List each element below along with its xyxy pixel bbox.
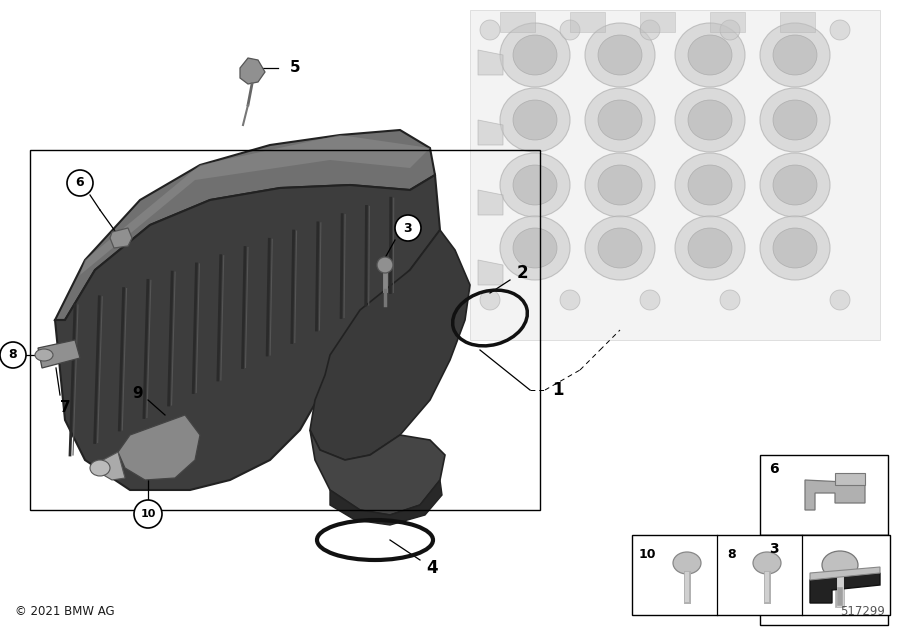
Ellipse shape	[513, 228, 557, 268]
Ellipse shape	[675, 23, 745, 87]
Ellipse shape	[480, 290, 500, 310]
Ellipse shape	[760, 23, 830, 87]
Polygon shape	[500, 12, 535, 32]
Ellipse shape	[688, 35, 732, 75]
Polygon shape	[55, 130, 435, 320]
Ellipse shape	[720, 20, 740, 40]
Ellipse shape	[598, 35, 642, 75]
Ellipse shape	[500, 153, 570, 217]
Circle shape	[67, 170, 93, 196]
Polygon shape	[38, 340, 80, 368]
Text: 1: 1	[553, 381, 563, 399]
Ellipse shape	[688, 165, 732, 205]
Ellipse shape	[675, 88, 745, 152]
Polygon shape	[80, 135, 430, 275]
Ellipse shape	[760, 153, 830, 217]
Ellipse shape	[753, 552, 781, 574]
Ellipse shape	[773, 228, 817, 268]
Polygon shape	[780, 12, 815, 32]
Ellipse shape	[377, 257, 393, 273]
Bar	[760, 455, 888, 535]
Ellipse shape	[640, 20, 660, 40]
Ellipse shape	[560, 20, 580, 40]
Ellipse shape	[673, 552, 701, 574]
Polygon shape	[478, 120, 503, 145]
Ellipse shape	[675, 153, 745, 217]
Polygon shape	[478, 50, 503, 75]
Text: 8: 8	[9, 348, 17, 362]
Ellipse shape	[500, 88, 570, 152]
Polygon shape	[710, 12, 745, 32]
Ellipse shape	[500, 23, 570, 87]
Ellipse shape	[598, 100, 642, 140]
Ellipse shape	[560, 290, 580, 310]
Ellipse shape	[822, 551, 858, 579]
Ellipse shape	[585, 153, 655, 217]
Polygon shape	[310, 430, 445, 515]
Polygon shape	[100, 452, 125, 480]
Polygon shape	[330, 480, 442, 525]
Text: 517299: 517299	[840, 605, 885, 618]
Ellipse shape	[90, 460, 110, 476]
Circle shape	[0, 342, 26, 368]
Text: 9: 9	[132, 386, 143, 401]
Text: 5: 5	[290, 60, 301, 76]
Polygon shape	[478, 190, 503, 215]
Text: 3: 3	[404, 222, 412, 234]
Ellipse shape	[773, 100, 817, 140]
Polygon shape	[570, 12, 605, 32]
Circle shape	[395, 215, 421, 241]
Text: 8: 8	[728, 549, 736, 561]
Bar	[632, 535, 890, 615]
Polygon shape	[640, 12, 675, 32]
Bar	[30, 150, 540, 510]
Ellipse shape	[585, 216, 655, 280]
Bar	[760, 535, 888, 625]
Polygon shape	[110, 228, 132, 248]
Ellipse shape	[760, 88, 830, 152]
Polygon shape	[810, 573, 880, 603]
Text: 6: 6	[770, 462, 778, 476]
Polygon shape	[55, 175, 440, 490]
Text: © 2021 BMW AG: © 2021 BMW AG	[15, 605, 114, 618]
Ellipse shape	[675, 216, 745, 280]
Ellipse shape	[773, 165, 817, 205]
Ellipse shape	[598, 228, 642, 268]
Polygon shape	[478, 260, 503, 285]
Text: 10: 10	[638, 549, 656, 561]
Ellipse shape	[830, 290, 850, 310]
Ellipse shape	[688, 228, 732, 268]
Ellipse shape	[688, 100, 732, 140]
Ellipse shape	[513, 35, 557, 75]
Ellipse shape	[760, 216, 830, 280]
Ellipse shape	[35, 349, 53, 361]
Polygon shape	[810, 567, 880, 580]
Bar	[835, 473, 865, 485]
Ellipse shape	[773, 35, 817, 75]
Circle shape	[134, 500, 162, 528]
Ellipse shape	[513, 165, 557, 205]
Ellipse shape	[585, 23, 655, 87]
Text: 4: 4	[427, 559, 437, 577]
Polygon shape	[310, 230, 470, 460]
Text: 10: 10	[140, 509, 156, 519]
Ellipse shape	[830, 20, 850, 40]
Ellipse shape	[720, 290, 740, 310]
Polygon shape	[240, 58, 265, 84]
Ellipse shape	[640, 290, 660, 310]
Polygon shape	[118, 415, 200, 480]
Ellipse shape	[598, 165, 642, 205]
Ellipse shape	[480, 20, 500, 40]
Polygon shape	[805, 480, 865, 510]
Ellipse shape	[513, 100, 557, 140]
Text: 6: 6	[76, 176, 85, 190]
Text: 7: 7	[59, 401, 70, 416]
Text: 3: 3	[770, 542, 778, 556]
Ellipse shape	[500, 216, 570, 280]
Text: 2: 2	[517, 264, 527, 282]
Bar	[470, 10, 880, 340]
Ellipse shape	[585, 88, 655, 152]
